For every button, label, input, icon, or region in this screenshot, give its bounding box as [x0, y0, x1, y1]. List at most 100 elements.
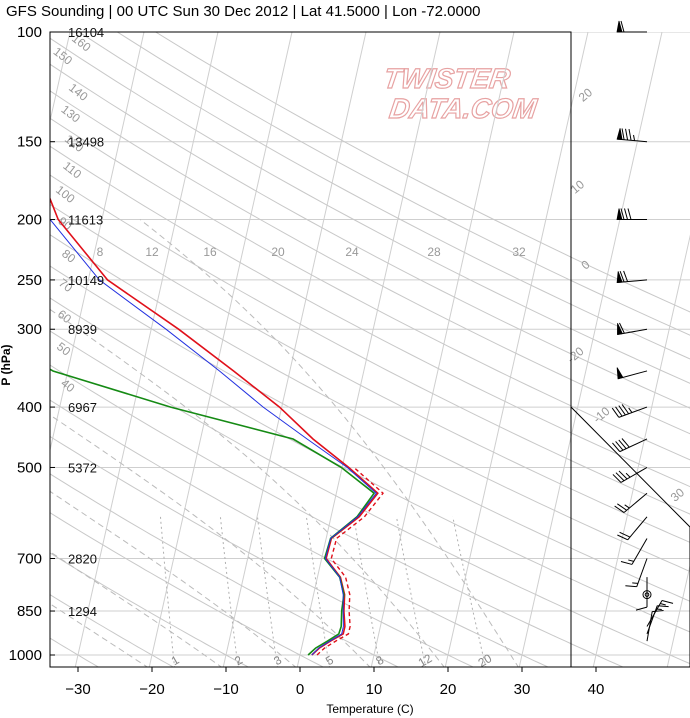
dry-adiabat-label: 50 [54, 339, 73, 358]
dry-adiabat-140 [50, 63, 690, 409]
x-tick-label: 30 [514, 681, 531, 698]
moist-adiabat-label: -20 [564, 344, 587, 366]
chart-title: GFS Sounding | 00 UTC Sun 30 Dec 2012 | … [6, 3, 481, 20]
dry-adiabat--10 [50, 552, 250, 667]
dry-adiabat-180 [155, 32, 690, 313]
wind-barb [635, 577, 648, 611]
y-tick-label: 100 [17, 24, 42, 41]
isotherm-20 [444, 32, 589, 667]
isotherm--20 [148, 32, 293, 667]
plot-frame-edge [570, 32, 690, 528]
wind-barb [617, 322, 648, 335]
watermark-line-1: TWISTER [382, 63, 513, 94]
mixing-ratio-8 [353, 516, 381, 667]
dry-adiabat-40 [50, 364, 625, 667]
mixing-ratio-12 [396, 516, 427, 667]
x-tick-label: −10 [213, 681, 238, 698]
wind-barb [616, 128, 648, 143]
dry-adiabat-80 [50, 234, 690, 572]
moist-adiabat--20 [50, 603, 149, 667]
y-tick-label: 850 [17, 603, 42, 620]
wet-bulb-label: 16 [203, 245, 217, 259]
dry-adiabat-label: 110 [60, 159, 84, 182]
x-tick-label: 20 [440, 681, 457, 698]
isotherm--30 [74, 32, 219, 667]
virtual-temperature-line [316, 466, 384, 656]
y-tick-label: 200 [17, 212, 42, 229]
isotherm--40 [50, 32, 145, 453]
height-label: 1294 [68, 604, 97, 619]
moist-adiabat-0 [50, 490, 297, 667]
mixing-ratio-1 [160, 516, 175, 667]
mixing-ratio-20 [452, 516, 487, 667]
x-tick-label: 40 [588, 681, 605, 698]
y-tick-label: 500 [17, 459, 42, 476]
wind-barbs [611, 20, 674, 642]
mixing-ratio-3 [257, 516, 278, 667]
height-label: 2820 [68, 551, 97, 566]
x-tick-label: −20 [139, 681, 164, 698]
moist-adiabat-20 [50, 308, 445, 667]
wind-barb [616, 20, 647, 33]
wet-bulb-label: 8 [97, 245, 104, 259]
height-label: 16104 [68, 25, 104, 40]
watermark-line-2: DATA.COM [388, 93, 540, 124]
wind-barb [620, 538, 648, 565]
wet-bulb-label: 28 [427, 245, 441, 259]
wind-barb [642, 590, 652, 600]
dry-adiabat-100 [50, 174, 690, 515]
isotherm-30 [518, 32, 663, 667]
isotherm-40 [592, 234, 690, 667]
wind-barb [617, 516, 648, 541]
isotherm-0 [296, 32, 441, 667]
wind-barb [614, 492, 648, 513]
y-tick-label: 300 [17, 321, 42, 338]
wind-barb [612, 438, 648, 453]
dry-adiabat-20 [50, 435, 475, 667]
y-tick-label: 250 [17, 272, 42, 289]
dry-adiabat-50 [50, 330, 690, 665]
y-tick-label: 150 [17, 134, 42, 151]
moist-adiabat-label: 0 [578, 257, 592, 272]
dry-adiabat-label: 80 [59, 247, 78, 266]
moist-adiabat-10 [50, 414, 371, 667]
height-label: 6967 [68, 400, 97, 415]
x-tick-label: 0 [296, 681, 304, 698]
dry-adiabat-label: 40 [58, 376, 77, 395]
dry-adiabat-label: 150 [51, 44, 76, 68]
dry-adiabat-160 [78, 32, 690, 360]
wet-bulb-label: 24 [345, 245, 359, 259]
wind-barb [612, 467, 648, 483]
mixing-ratio-2 [219, 516, 239, 667]
mixing-ratio-5 [305, 516, 331, 667]
wind-barb [646, 610, 664, 642]
dry-adiabat-120 [50, 117, 690, 461]
wind-barb [611, 404, 648, 418]
watermark: TWISTER DATA.COM [381, 63, 540, 125]
dry-adiabat-110 [50, 145, 690, 488]
wet-bulb-label: 20 [271, 245, 285, 259]
y-tick-label: 700 [17, 550, 42, 567]
dry-adiabat-10 [50, 473, 400, 667]
dry-adiabat-label: 140 [66, 80, 91, 104]
dry-adiabat-70 [50, 265, 690, 602]
isotherm-10 [370, 32, 515, 667]
x-tick-label: −30 [65, 681, 90, 698]
parcel-line [50, 217, 377, 656]
dry-adiabat-60 [50, 297, 690, 633]
wind-barb [616, 208, 647, 221]
height-label: 10149 [68, 273, 104, 288]
dry-adiabat-label: 100 [53, 183, 78, 207]
x-axis-label: Temperature (C) [326, 702, 413, 716]
dry-adiabat-90 [50, 203, 690, 543]
y-axis-label: P (hPa) [0, 344, 13, 385]
wind-barb [616, 270, 648, 284]
height-label: 13498 [68, 135, 104, 150]
dry-adiabat-130 [50, 90, 690, 435]
moist-adiabat-label: 20 [576, 85, 595, 105]
dry-adiabat--20 [50, 594, 175, 667]
dry-adiabat-label: 130 [59, 102, 84, 126]
moist-adiabat-label: 30 [668, 485, 687, 505]
